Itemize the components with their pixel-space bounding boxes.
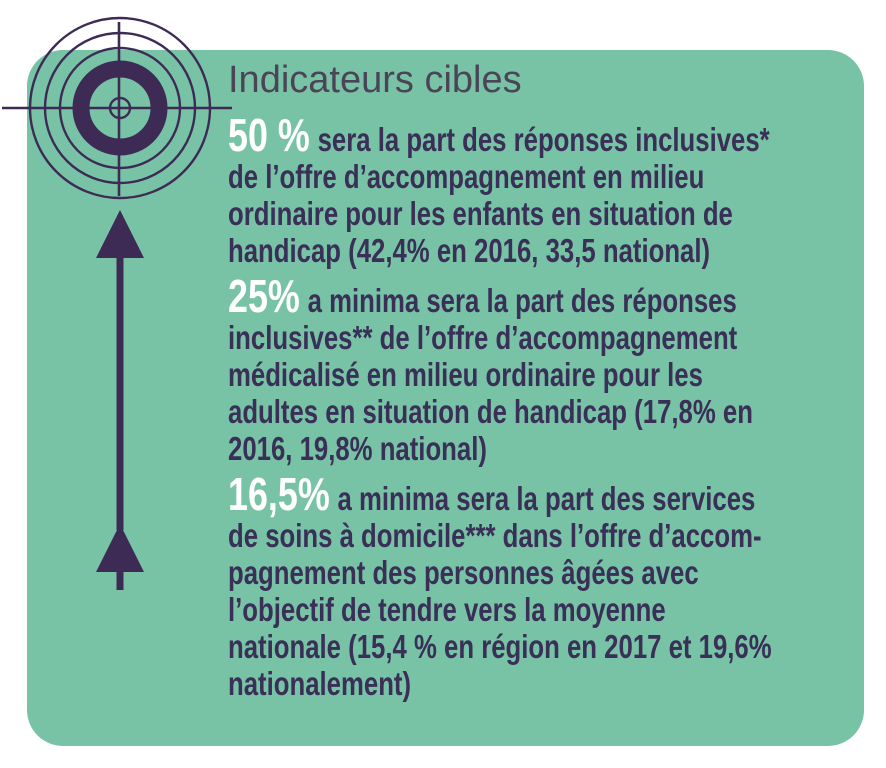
up-arrow-icon bbox=[96, 210, 144, 590]
page-title: Indicateurs cibles bbox=[228, 59, 522, 101]
indicator-text: a minima sera la part des services de soi… bbox=[228, 479, 772, 702]
panel-content: Indicateurs cibles 50 % sera la part des … bbox=[228, 58, 858, 711]
indicator-item: 50 % sera la part des réponses inclusives… bbox=[228, 112, 886, 269]
indicator-item: 25% a minima sera la part des réponses inc… bbox=[228, 273, 886, 467]
value-highlight: 25% bbox=[228, 269, 300, 322]
target-icon bbox=[2, 16, 232, 200]
value-highlight: 50 % bbox=[228, 108, 310, 161]
indicator-item: 16,5% a minima sera la part des services d… bbox=[228, 471, 886, 702]
indicator-text: a minima sera la part des réponses inclus… bbox=[228, 281, 753, 467]
indicator-list: 50 % sera la part des réponses inclusives… bbox=[228, 112, 886, 702]
value-highlight: 16,5% bbox=[228, 467, 330, 520]
indicator-text: sera la part des réponses inclusives* de … bbox=[228, 120, 770, 269]
